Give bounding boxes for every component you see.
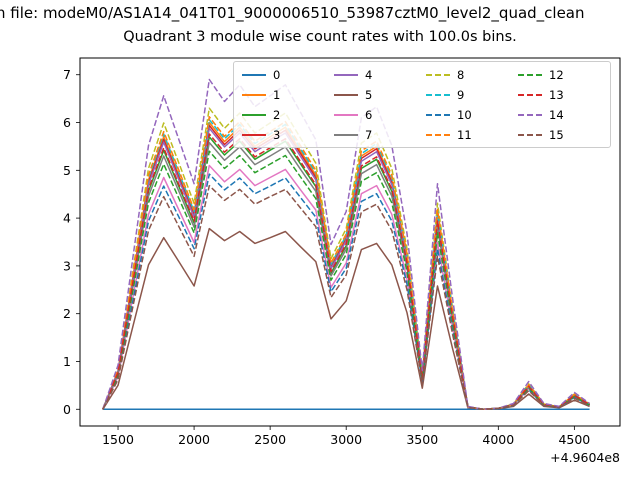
legend-line-sample	[426, 133, 450, 136]
x-axis-offset-label: +4.9604e8	[550, 450, 620, 465]
legend-line-sample	[334, 73, 358, 76]
legend-label: 12	[549, 67, 564, 82]
legend-line-sample	[426, 113, 450, 116]
y-tick-label: 1	[63, 354, 71, 369]
legend-label: 6	[365, 107, 373, 122]
x-tick-label: 2500	[254, 432, 286, 447]
legend-label: 1	[273, 87, 281, 102]
legend-label: 9	[457, 87, 465, 102]
y-tick-label: 2	[63, 306, 71, 321]
legend-line-sample	[242, 93, 266, 96]
legend-item: 14	[518, 105, 602, 124]
suptitle: n file: modeM0/AS1A14_041T01_9000006510_…	[0, 4, 585, 22]
y-tick-label: 0	[63, 402, 71, 417]
legend-label: 4	[365, 67, 373, 82]
axes-frame	[79, 57, 621, 427]
legend-label: 11	[457, 127, 472, 142]
legend-line-sample	[334, 93, 358, 96]
x-tick-label: 2000	[178, 432, 210, 447]
legend-item: 13	[518, 85, 602, 104]
legend-label: 14	[549, 107, 564, 122]
legend-item: 8	[426, 65, 510, 84]
legend-item: 6	[334, 105, 418, 124]
legend-label: 8	[457, 67, 465, 82]
legend-line-sample	[242, 73, 266, 76]
series-line-5	[102, 227, 590, 411]
x-tick-label: 3000	[330, 432, 362, 447]
legend-label: 0	[273, 67, 281, 82]
legend-line-sample	[518, 113, 542, 116]
legend-item: 11	[426, 125, 510, 144]
legend-line-sample	[518, 73, 542, 76]
legend-label: 7	[365, 127, 373, 142]
legend-line-sample	[518, 93, 542, 96]
legend-item: 12	[518, 65, 602, 84]
series-line-12	[102, 150, 590, 411]
legend-line-sample	[242, 113, 266, 116]
legend-label: 3	[273, 127, 281, 142]
chart-title: Quadrant 3 module wise count rates with …	[123, 29, 517, 45]
series-line-15	[102, 184, 590, 411]
y-tick-label: 3	[63, 258, 71, 273]
series-line-14	[102, 78, 591, 411]
legend-item: 1	[242, 85, 326, 104]
x-tick-label: 1500	[102, 432, 134, 447]
legend-label: 10	[457, 107, 472, 122]
legend-label: 15	[549, 127, 564, 142]
legend: 0 1 2 3 4 5 6 7 8 9 10 11 12 13 14 15	[233, 61, 611, 148]
legend-item: 9	[426, 85, 510, 104]
legend-item: 5	[334, 85, 418, 104]
legend-item: 2	[242, 105, 326, 124]
legend-line-sample	[334, 133, 358, 136]
legend-item: 4	[334, 65, 418, 84]
series-line-10	[102, 173, 590, 411]
y-tick-label: 4	[63, 211, 71, 226]
legend-item: 0	[242, 65, 326, 84]
y-tick-label: 5	[63, 163, 71, 178]
series-line-6	[102, 164, 590, 411]
legend-item: 10	[426, 105, 510, 124]
series-line-8	[102, 107, 591, 411]
series-line-11	[102, 116, 591, 411]
legend-line-sample	[334, 113, 358, 116]
y-tick-label: 6	[63, 115, 71, 130]
legend-item: 15	[518, 125, 602, 144]
y-tick-label: 7	[63, 67, 71, 82]
legend-line-sample	[518, 133, 542, 136]
x-tick-label: 3500	[406, 432, 438, 447]
legend-label: 13	[549, 87, 564, 102]
legend-item: 3	[242, 125, 326, 144]
x-tick-label: 4000	[482, 432, 514, 447]
legend-line-sample	[426, 73, 450, 76]
legend-label: 5	[365, 87, 373, 102]
legend-line-sample	[426, 93, 450, 96]
legend-line-sample	[242, 133, 266, 136]
legend-item: 7	[334, 125, 418, 144]
series-line-13	[102, 133, 590, 411]
legend-label: 2	[273, 107, 281, 122]
x-tick-label: 4500	[558, 432, 590, 447]
